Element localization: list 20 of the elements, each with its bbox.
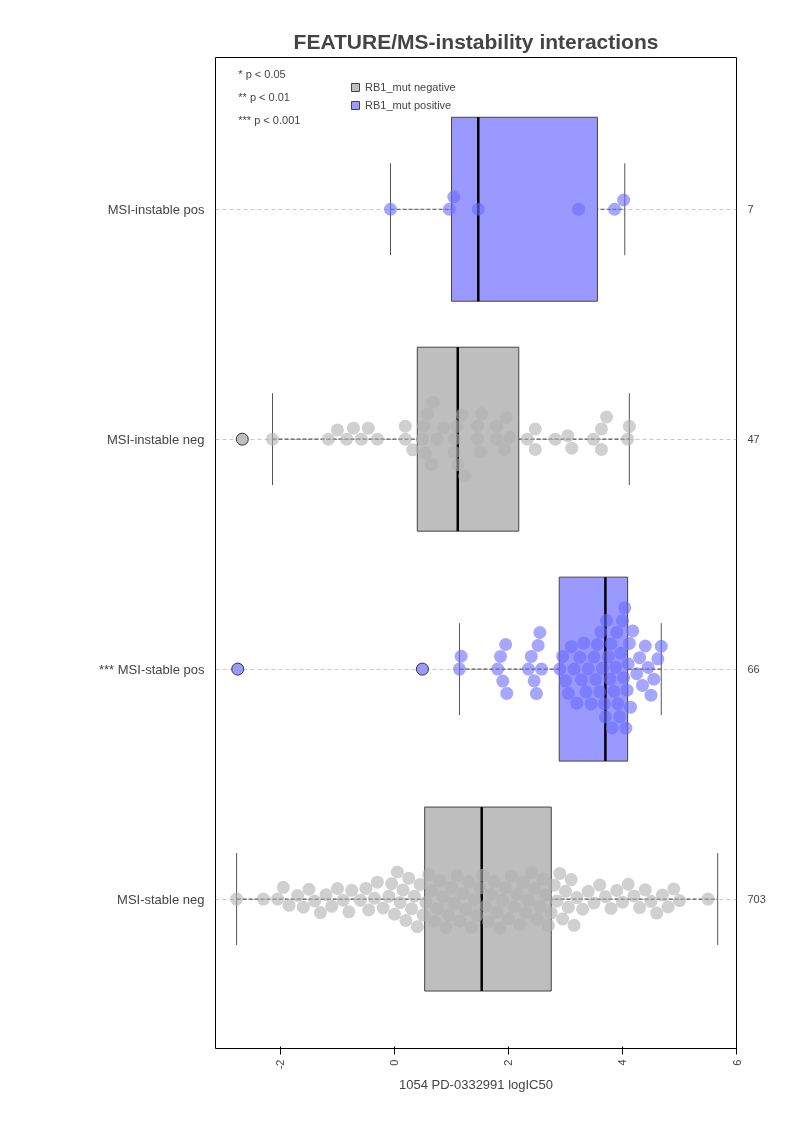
legend-label: RB1_mut positive — [365, 98, 452, 112]
y-tick-label: MSI-stable neg — [117, 891, 205, 907]
annotation: ** p < 0.01 — [238, 90, 290, 103]
x-axis-title: 1054 PD-0332991 logIC50 — [399, 1077, 553, 1093]
annotation: *** p < 0.001 — [238, 113, 301, 126]
legend-label: RB1_mut negative — [365, 80, 456, 94]
x-tick-label: 0 — [388, 1059, 401, 1066]
text: 47 — [747, 433, 760, 446]
y-tick-label: MSI-instable neg — [106, 431, 205, 447]
x-tick-label: 2 — [502, 1059, 515, 1066]
text: 66 — [747, 663, 760, 676]
y-tick-label: *** MSI-stable pos — [99, 661, 205, 677]
y-tick-label: MSI-instable pos — [107, 201, 205, 217]
text: 7 — [747, 203, 754, 216]
x-tick-label: -2 — [274, 1059, 287, 1070]
chart-title: FEATURE/MS-instability interactions — [293, 29, 659, 53]
text: 703 — [747, 893, 766, 906]
x-tick-label: 4 — [616, 1059, 629, 1066]
annotation: * p < 0.05 — [238, 67, 286, 80]
x-tick-label: 6 — [730, 1059, 743, 1066]
